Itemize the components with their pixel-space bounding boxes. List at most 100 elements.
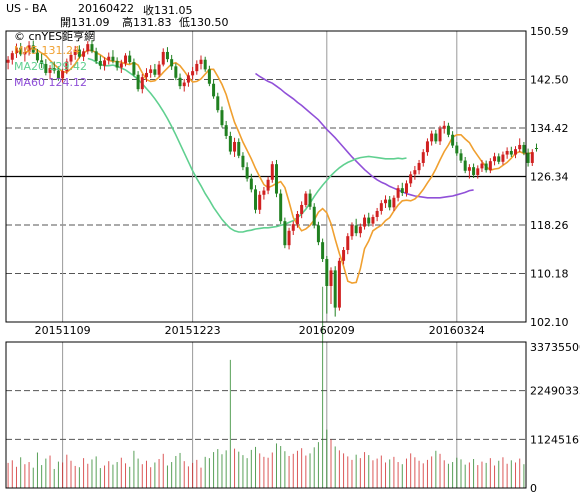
candle	[472, 163, 476, 178]
candle-body	[136, 74, 140, 90]
candle	[329, 267, 333, 304]
candle-body	[291, 224, 295, 231]
candle-body	[396, 188, 400, 198]
candle-body	[31, 45, 35, 53]
candle	[115, 57, 119, 71]
candle-body	[455, 145, 459, 154]
candle-body	[157, 64, 161, 75]
ma20-line	[87, 57, 407, 233]
candle-body	[325, 258, 329, 286]
price-tick-label: 118.26	[530, 219, 569, 232]
candle	[308, 189, 312, 210]
chart-header-low: 低130.50	[179, 16, 229, 29]
candle	[48, 65, 52, 80]
candle-body	[404, 183, 408, 193]
chart-header-symbol: US - BA	[6, 2, 48, 15]
candle	[497, 153, 501, 165]
volume-tick-label: 33735500	[530, 341, 580, 354]
price-tick-label: 102.10	[530, 316, 569, 329]
price-axis-labels: 150.59 142.50 134.42 126.34 118.26 110.18 102.…	[530, 25, 569, 329]
candle-body	[321, 242, 325, 259]
candle-body	[69, 54, 73, 62]
candle	[455, 141, 459, 156]
candle-body	[375, 210, 379, 217]
candle-body	[23, 51, 27, 55]
candle-body	[52, 68, 56, 71]
candle-body	[497, 156, 501, 162]
volume-tick-label: 0	[530, 482, 537, 495]
candle-body	[186, 75, 190, 83]
candle-body	[459, 153, 463, 161]
candle	[283, 217, 287, 249]
candle	[262, 186, 266, 200]
chart-header-date: 20160422	[78, 2, 134, 15]
candle-body	[103, 60, 107, 66]
candle-body	[333, 270, 337, 308]
candle-body	[337, 260, 341, 308]
candle-body	[73, 49, 77, 55]
candle	[337, 257, 341, 311]
candle-body	[245, 167, 249, 179]
candle-body	[526, 152, 530, 163]
candle-body	[304, 193, 308, 205]
candle-body	[363, 217, 367, 227]
candle-body	[467, 167, 471, 171]
candle	[409, 171, 413, 187]
candle-body	[254, 189, 258, 210]
candle-body	[442, 125, 446, 129]
candle	[358, 223, 362, 238]
candle	[216, 92, 220, 113]
candle-body	[346, 236, 350, 250]
candle	[388, 195, 392, 211]
candle-body	[224, 125, 228, 136]
candle	[203, 56, 207, 72]
candle-body	[413, 170, 417, 175]
legend-ma60: MA60 124.12	[14, 76, 87, 89]
candle-body	[283, 221, 287, 246]
candle	[459, 149, 463, 163]
volume-tick-label: 22490333	[530, 385, 580, 398]
volume-axis-labels: 33735500 22490333 11245167 0	[530, 341, 580, 495]
candle-body	[476, 168, 480, 175]
candle	[304, 191, 308, 208]
candle	[149, 65, 153, 78]
candle-body	[207, 69, 211, 84]
candle-body	[421, 152, 425, 163]
candle	[241, 152, 245, 171]
candle-body	[270, 164, 274, 180]
candle	[153, 63, 157, 78]
price-tick-label: 126.34	[530, 171, 569, 184]
candle-body	[417, 162, 421, 171]
candle-body	[90, 44, 94, 52]
candle-body	[308, 193, 312, 207]
candle	[526, 148, 530, 167]
candle	[195, 60, 199, 75]
candle-body	[6, 59, 10, 63]
candle	[534, 143, 538, 152]
ma5-line	[24, 46, 533, 284]
candle-body	[409, 174, 413, 184]
date-tick-label: 20160324	[429, 324, 485, 337]
candle	[421, 149, 425, 167]
candle-body	[530, 152, 534, 163]
candle	[279, 189, 283, 225]
candle	[140, 74, 144, 94]
candle-body	[501, 154, 505, 162]
candle	[493, 152, 497, 166]
chart-header-high: 高131.83	[122, 16, 172, 29]
candle	[52, 61, 56, 74]
candle-body	[274, 164, 278, 194]
volume-tick-label: 11245167	[530, 433, 580, 446]
candle-body	[216, 96, 220, 111]
candle	[346, 233, 350, 255]
candle-body	[203, 59, 207, 70]
candle	[258, 191, 262, 214]
price-grid	[0, 31, 526, 488]
candle	[144, 68, 148, 82]
candle-body	[241, 155, 245, 168]
candle-body	[350, 225, 354, 237]
candle-body	[484, 163, 488, 171]
candle-body	[161, 51, 165, 65]
candle	[6, 56, 10, 70]
